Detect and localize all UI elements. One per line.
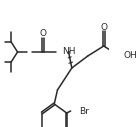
Text: OH: OH: [124, 51, 137, 60]
Text: O: O: [40, 29, 47, 38]
Text: NH: NH: [62, 47, 76, 57]
Text: O: O: [100, 22, 107, 31]
Text: Br: Br: [79, 107, 89, 116]
